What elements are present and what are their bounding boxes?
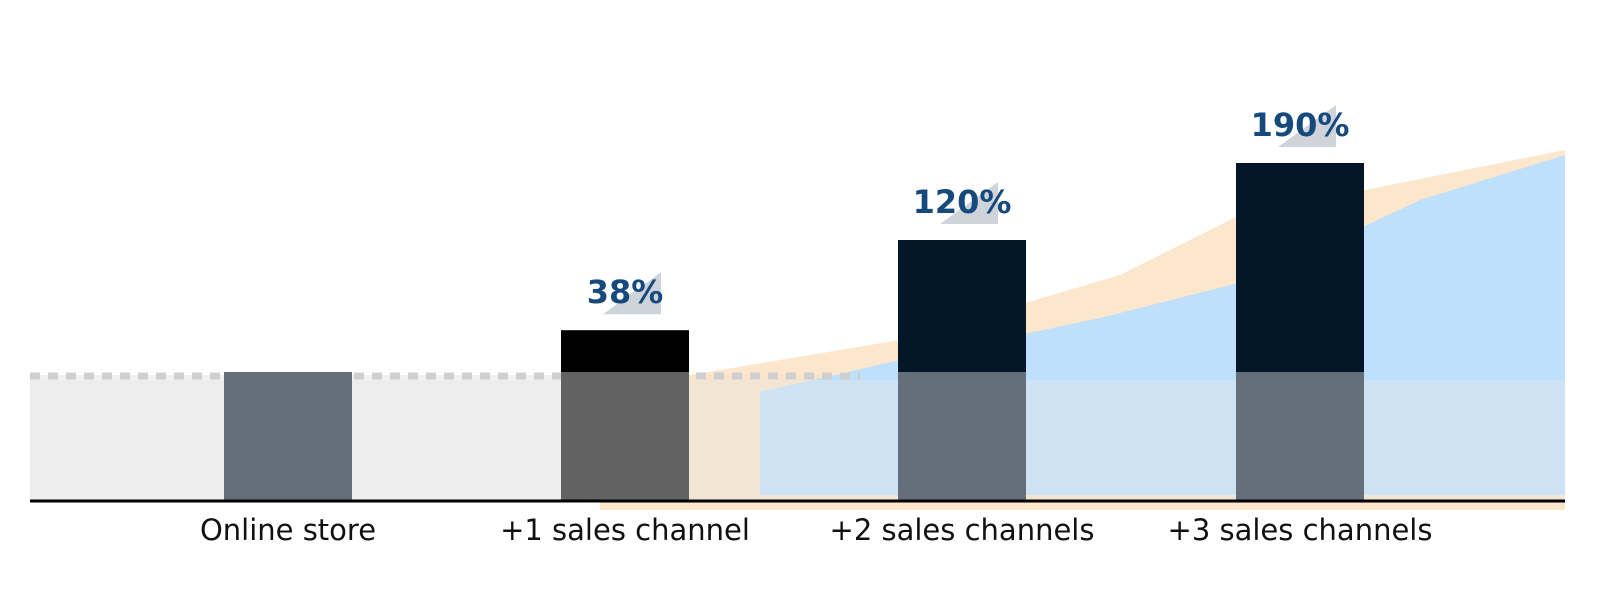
bar-baseline bbox=[224, 372, 352, 501]
x-tick-label: +1 sales channel bbox=[500, 513, 750, 547]
value-label: 120% bbox=[913, 183, 1012, 221]
x-tick-label: Online store bbox=[200, 513, 376, 547]
bars: Online store 38% +1 sales channel 120% +2 sa… bbox=[200, 105, 1433, 547]
bar-baseline bbox=[561, 372, 689, 501]
bar-increase bbox=[1236, 163, 1364, 372]
label-shape bbox=[603, 272, 661, 315]
label-shape bbox=[940, 182, 998, 224]
bar-increase bbox=[561, 330, 689, 372]
x-tick-label: +2 sales channels bbox=[830, 513, 1095, 547]
bar-increase bbox=[898, 240, 1026, 372]
label-shape bbox=[1278, 105, 1336, 147]
bar-baseline bbox=[898, 372, 1026, 501]
value-label: 38% bbox=[587, 273, 664, 311]
x-tick-label: +3 sales channels bbox=[1168, 513, 1433, 547]
value-label: 190% bbox=[1251, 106, 1350, 144]
bar-baseline bbox=[1236, 372, 1364, 501]
